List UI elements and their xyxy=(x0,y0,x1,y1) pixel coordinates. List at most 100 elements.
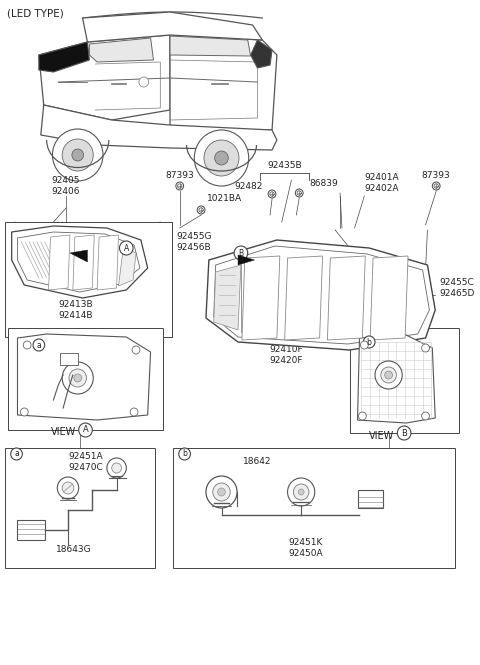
Circle shape xyxy=(33,339,45,351)
Circle shape xyxy=(234,246,248,260)
Polygon shape xyxy=(170,36,251,56)
Bar xyxy=(5,448,156,568)
Circle shape xyxy=(52,129,103,181)
Circle shape xyxy=(72,149,84,161)
Circle shape xyxy=(69,369,86,387)
Bar xyxy=(358,490,383,508)
Polygon shape xyxy=(70,250,87,262)
Circle shape xyxy=(298,489,304,495)
Circle shape xyxy=(176,182,184,190)
Polygon shape xyxy=(119,247,136,286)
Circle shape xyxy=(197,206,205,214)
Polygon shape xyxy=(242,256,280,340)
Polygon shape xyxy=(73,235,94,290)
Polygon shape xyxy=(214,265,241,330)
Circle shape xyxy=(360,341,368,349)
Circle shape xyxy=(293,484,309,500)
Polygon shape xyxy=(39,42,89,72)
Text: 92455C
92465D: 92455C 92465D xyxy=(439,278,475,298)
Circle shape xyxy=(215,151,228,165)
Circle shape xyxy=(24,341,31,349)
Bar xyxy=(17,520,45,540)
Text: VIEW: VIEW xyxy=(369,431,395,441)
Bar xyxy=(350,328,458,433)
Text: 18643G: 18643G xyxy=(56,545,92,555)
Text: 92410F
92420F: 92410F 92420F xyxy=(270,345,303,364)
Circle shape xyxy=(206,476,237,508)
Text: 92405
92406: 92405 92406 xyxy=(52,176,80,196)
Circle shape xyxy=(62,482,74,494)
Circle shape xyxy=(213,483,230,501)
Polygon shape xyxy=(285,256,323,340)
Circle shape xyxy=(130,408,138,416)
Polygon shape xyxy=(206,240,435,350)
Text: 86839: 86839 xyxy=(309,178,338,188)
Circle shape xyxy=(107,458,126,478)
Text: VIEW: VIEW xyxy=(50,427,76,437)
Circle shape xyxy=(288,478,315,506)
Circle shape xyxy=(268,190,276,198)
Text: a: a xyxy=(36,340,41,350)
Text: 92401A
92402A: 92401A 92402A xyxy=(364,174,399,193)
Circle shape xyxy=(381,367,396,383)
Text: 92435B: 92435B xyxy=(267,160,302,170)
Text: 92413B
92414B: 92413B 92414B xyxy=(58,301,93,320)
Circle shape xyxy=(421,344,430,352)
Text: A: A xyxy=(83,426,88,434)
Circle shape xyxy=(295,189,303,197)
Circle shape xyxy=(132,346,140,354)
Polygon shape xyxy=(17,232,140,292)
Text: 92451A
92470C: 92451A 92470C xyxy=(68,452,103,471)
Circle shape xyxy=(112,463,121,473)
Polygon shape xyxy=(97,235,119,290)
Polygon shape xyxy=(17,334,151,420)
Polygon shape xyxy=(251,40,272,68)
Text: 92451K
92450A: 92451K 92450A xyxy=(288,538,324,558)
Circle shape xyxy=(139,77,149,87)
Bar xyxy=(8,328,163,430)
Bar xyxy=(173,448,455,568)
Text: 92482: 92482 xyxy=(234,182,262,190)
Polygon shape xyxy=(12,226,148,298)
Circle shape xyxy=(217,488,226,496)
Polygon shape xyxy=(83,12,262,42)
Circle shape xyxy=(120,241,133,255)
Circle shape xyxy=(79,423,92,437)
Circle shape xyxy=(62,139,93,171)
Bar xyxy=(60,353,78,365)
Circle shape xyxy=(421,412,430,420)
Circle shape xyxy=(62,362,93,394)
Text: b: b xyxy=(182,450,187,458)
Text: 87393: 87393 xyxy=(422,170,451,180)
Text: 1021BA: 1021BA xyxy=(207,194,242,203)
Circle shape xyxy=(179,448,191,460)
Polygon shape xyxy=(327,256,365,340)
Circle shape xyxy=(194,130,249,186)
Circle shape xyxy=(363,336,375,348)
Text: b: b xyxy=(367,338,372,346)
Polygon shape xyxy=(238,255,254,265)
Polygon shape xyxy=(48,235,70,290)
Polygon shape xyxy=(358,335,435,423)
Circle shape xyxy=(384,371,393,379)
Polygon shape xyxy=(89,38,154,62)
Text: A: A xyxy=(124,243,129,253)
Circle shape xyxy=(74,374,82,382)
Text: B: B xyxy=(239,249,243,257)
Text: (LED TYPE): (LED TYPE) xyxy=(7,8,63,18)
Polygon shape xyxy=(39,35,170,120)
Circle shape xyxy=(432,182,440,190)
Text: 18642: 18642 xyxy=(243,458,271,467)
Bar xyxy=(5,222,172,337)
Text: 87393: 87393 xyxy=(165,170,194,180)
Circle shape xyxy=(21,408,28,416)
Polygon shape xyxy=(370,256,408,340)
Text: B: B xyxy=(401,428,407,438)
Text: a: a xyxy=(14,450,19,458)
Circle shape xyxy=(397,426,411,440)
Circle shape xyxy=(204,140,239,176)
Circle shape xyxy=(57,477,79,499)
Polygon shape xyxy=(41,105,277,150)
Polygon shape xyxy=(214,246,430,344)
Circle shape xyxy=(359,412,366,420)
